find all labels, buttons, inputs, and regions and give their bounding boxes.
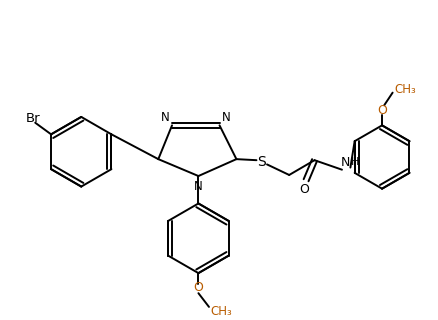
Text: Br: Br: [26, 112, 40, 125]
Text: O: O: [299, 183, 309, 196]
Text: N: N: [340, 156, 350, 169]
Text: N: N: [194, 180, 203, 193]
Text: N: N: [161, 111, 170, 124]
Text: O: O: [377, 104, 387, 117]
Text: S: S: [258, 155, 266, 169]
Text: CH₃: CH₃: [394, 83, 416, 96]
Text: CH₃: CH₃: [211, 305, 233, 318]
Text: N: N: [222, 111, 230, 124]
Text: O: O: [194, 281, 203, 294]
Text: H: H: [350, 157, 359, 167]
